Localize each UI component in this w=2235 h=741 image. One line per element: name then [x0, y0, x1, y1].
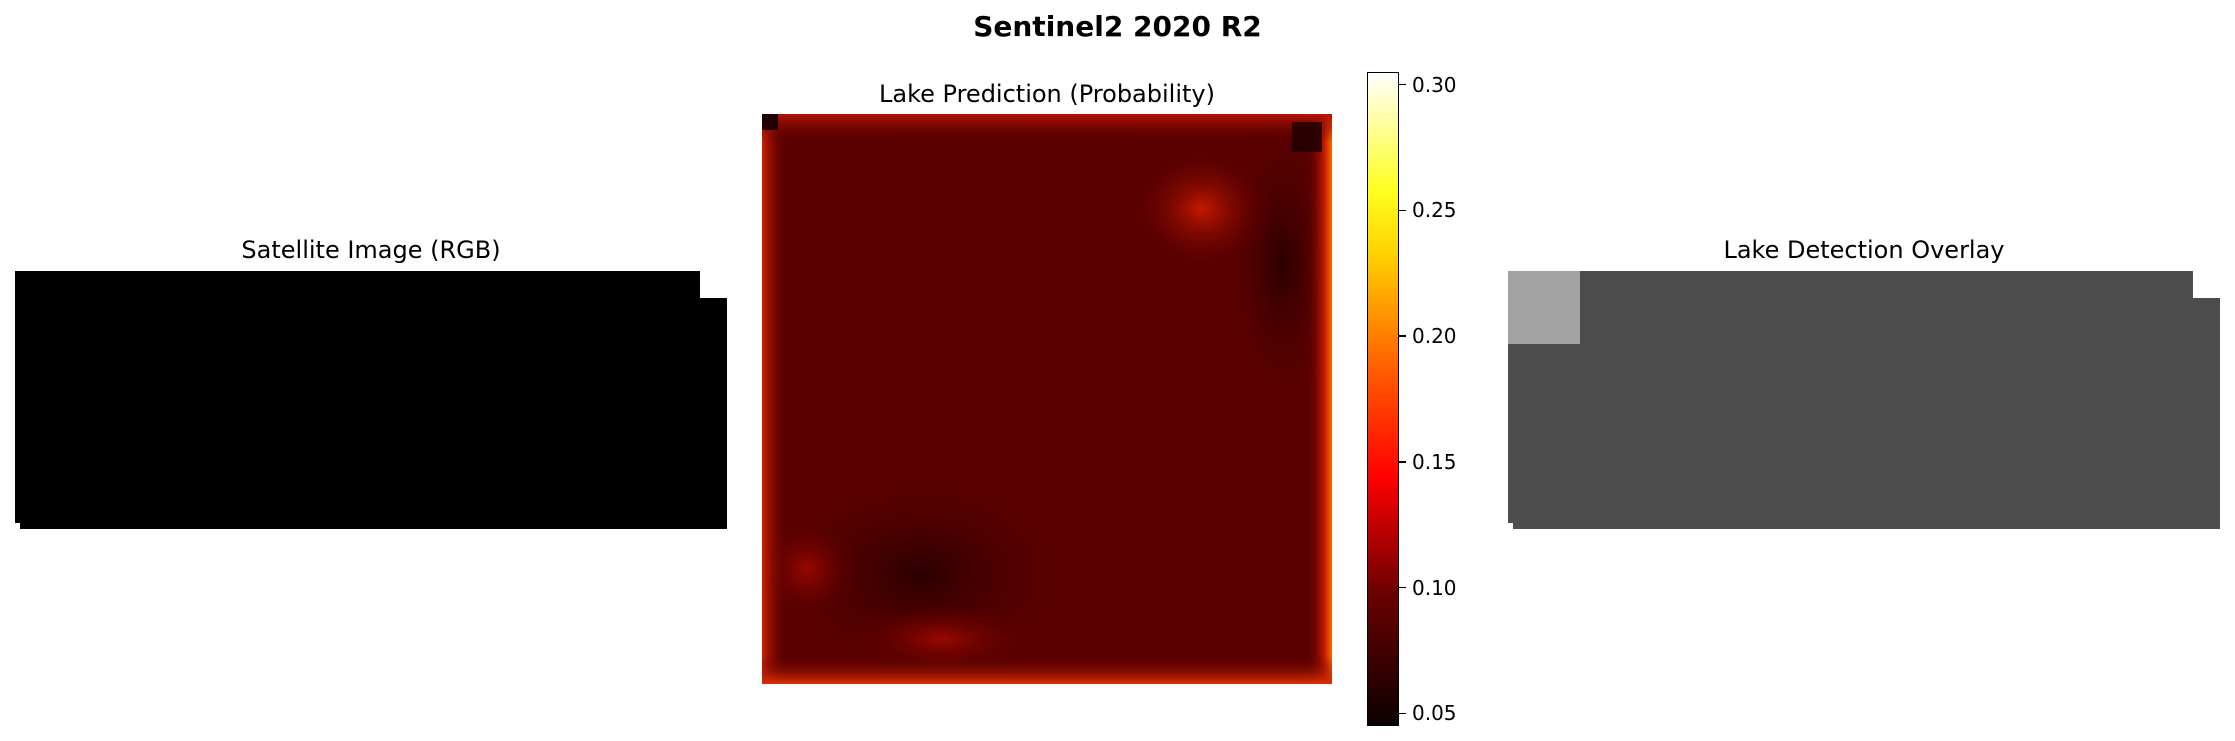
colorbar-tick-label: 0.25: [1412, 198, 1457, 223]
colorbar: [1367, 72, 1399, 726]
colorbar-tick: [1399, 335, 1406, 337]
colorbar-tick-label: 0.30: [1412, 72, 1457, 97]
heatmap-edge-left: [762, 114, 788, 684]
probability-heatmap: [762, 114, 1332, 684]
overlay-panel-title: Lake Detection Overlay: [1723, 236, 2005, 264]
colorbar-tick: [1399, 83, 1406, 86]
figure-title: Sentinel2 2020 R2: [973, 10, 1262, 43]
rgb-panel-title: Satellite Image (RGB): [241, 236, 501, 264]
overlay-image-tile-b: [1513, 298, 2220, 529]
colorbar-tick-label: 0.20: [1412, 324, 1457, 349]
heatmap-edge-right: [1306, 114, 1332, 684]
heatmap-dark-corner-tl: [762, 114, 778, 130]
heatmap-dark-corner-tr: [1292, 122, 1322, 152]
heatmap-edge-top: [762, 114, 1332, 142]
colorbar-tick: [1399, 461, 1406, 463]
colorbar-tick-label: 0.15: [1412, 449, 1457, 474]
colorbar-tick-label: 0.05: [1412, 701, 1457, 726]
rgb-image-tile-b: [20, 298, 727, 529]
colorbar-tick: [1399, 712, 1406, 715]
colorbar-tick: [1399, 209, 1406, 212]
colorbar-tick-label: 0.10: [1412, 575, 1457, 600]
colorbar-tick: [1399, 586, 1406, 589]
heatmap-hotspot-top-right: [1132, 149, 1272, 269]
overlay-lake-highlight: [1508, 271, 1580, 344]
heatmap-edge-bottom: [762, 656, 1332, 684]
prediction-panel-title: Lake Prediction (Probability): [879, 80, 1215, 108]
